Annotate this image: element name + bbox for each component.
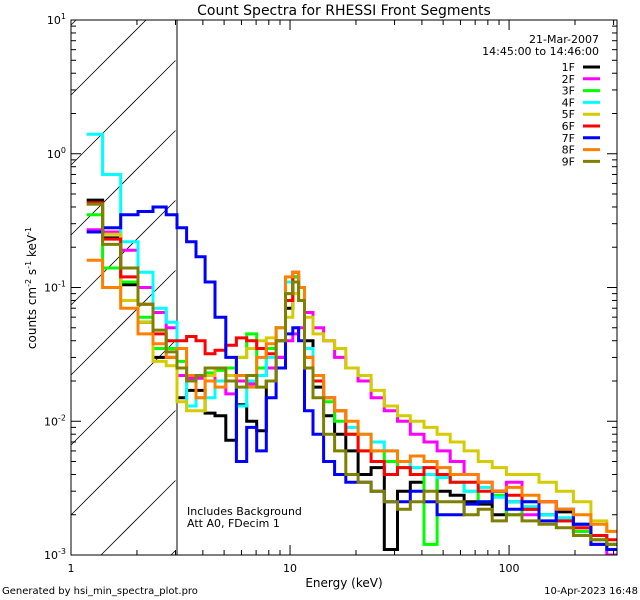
footer-generated-by: Generated by hsi_min_spectra_plot.pro <box>2 586 198 597</box>
legend-label-2F: 2F <box>562 73 575 86</box>
legend-label-7F: 7F <box>562 132 575 145</box>
series-3F <box>86 213 617 551</box>
hatch-line <box>70 270 176 376</box>
legend-label-4F: 4F <box>562 96 575 109</box>
hatch-line <box>100 480 176 556</box>
legend-date: 21-Mar-2007 <box>529 33 599 46</box>
annotation-attenuator: Att A0, FDecim 1 <box>187 517 280 530</box>
hatch-line <box>70 200 176 306</box>
legend-label-3F: 3F <box>562 85 575 98</box>
hatch-line <box>70 19 77 26</box>
y-label-exp: -2 <box>24 279 33 287</box>
hatch-line <box>70 60 176 166</box>
legend-time-range: 14:45:00 to 14:46:00 <box>482 45 599 58</box>
x-tick-label: 10 <box>283 562 297 575</box>
series-7F <box>86 205 617 551</box>
x-tick-label: 100 <box>499 562 520 575</box>
y-label-exp: -1 <box>24 261 33 269</box>
y-tick-labels: 101 100 10-1 10-2 10-3 <box>44 12 66 562</box>
hatch-line <box>70 130 176 236</box>
y-axis-label: counts cm-2 s-1 keV-1 <box>24 227 39 349</box>
x-tick-label: 1 <box>68 562 75 575</box>
series-1F <box>86 198 617 551</box>
hatch-line <box>70 19 147 96</box>
y-tick-label: 10-3 <box>44 547 66 562</box>
hatch-line <box>170 550 176 556</box>
legend-label-6F: 6F <box>562 120 575 133</box>
legend-label-1F: 1F <box>562 61 575 74</box>
series-5F <box>86 202 617 533</box>
series-group <box>86 132 617 555</box>
y-label-part: keV <box>25 234 39 261</box>
y-tick-label: 100 <box>47 146 66 161</box>
footer-timestamp: 10-Apr-2023 16:48 <box>544 586 638 597</box>
y-tick-label: 10-2 <box>44 413 66 428</box>
y-label-part: counts cm <box>25 287 39 349</box>
legend-label-8F: 8F <box>562 144 575 157</box>
legend-label-5F: 5F <box>562 108 575 121</box>
annotation-background: Includes Background <box>187 505 302 518</box>
y-tick-label: 101 <box>47 12 66 27</box>
y-tick-label: 10-1 <box>44 280 66 295</box>
x-axis-label: Energy (keV) <box>305 576 382 590</box>
x-tick-labels: 1 10 100 <box>68 562 520 575</box>
shaded-region <box>70 19 176 556</box>
chart-title: Count Spectra for RHESSI Front Segments <box>197 3 491 19</box>
y-label-exp: -1 <box>24 227 33 235</box>
legend-label-9F: 9F <box>562 155 575 168</box>
axis-ticks <box>70 20 617 556</box>
hatch-line <box>70 410 176 516</box>
series-8F <box>86 258 617 533</box>
y-label-part: s <box>25 269 39 279</box>
series-9F <box>86 202 617 546</box>
